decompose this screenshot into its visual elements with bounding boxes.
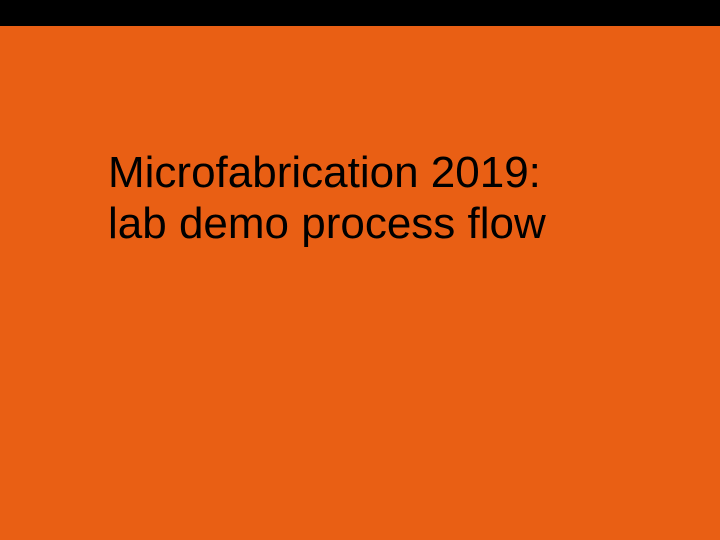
slide-background <box>0 26 720 540</box>
title-line-2: lab demo process flow <box>108 199 628 250</box>
slide: Microfabrication 2019: lab demo process … <box>0 0 720 540</box>
top-band <box>0 0 720 26</box>
title-line-1: Microfabrication 2019: <box>108 148 628 199</box>
title-block: Microfabrication 2019: lab demo process … <box>108 148 628 249</box>
